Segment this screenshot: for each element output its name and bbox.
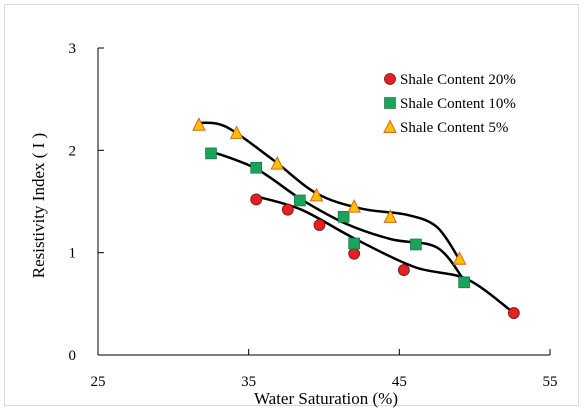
series-1-point-1: [250, 193, 263, 206]
series-1-point-2: [281, 203, 294, 216]
x-tick-label-1: 35: [241, 374, 256, 390]
series-1-point-5: [397, 264, 410, 276]
y-tick-label-3: 3: [69, 41, 77, 57]
trend-line-3: [198, 121, 461, 261]
x-tick-label-0: 25: [91, 374, 106, 390]
series-3-point-2: [229, 125, 244, 139]
series-1-point-4: [348, 247, 361, 260]
series-2-point-7: [458, 276, 470, 289]
y-tick-label-2: 2: [69, 143, 77, 159]
series-2-point-3: [294, 194, 306, 207]
trend-line-2: [210, 150, 466, 282]
legend-marker-1: [384, 73, 396, 85]
legend-marker-3: [383, 119, 397, 133]
series-2-point-2: [250, 161, 262, 174]
legend-label-1: Shale Content 20%: [400, 72, 516, 88]
series-1-point-3: [313, 219, 326, 231]
series-2-point-6: [410, 238, 422, 251]
series-1-point-6: [507, 307, 520, 319]
data-markers: [192, 117, 520, 319]
legend-marker-2: [384, 97, 396, 109]
x-axis-title: Water Saturation (%): [254, 389, 398, 408]
series-3-point-7: [452, 251, 467, 265]
axes: 0 1 2 3 25 35 45 55: [69, 41, 558, 390]
series-3-point-6: [383, 209, 398, 223]
x-tick-label-2: 45: [392, 374, 407, 390]
y-tick-label-1: 1: [69, 246, 77, 262]
series-2-point-5: [348, 237, 360, 250]
legend: Shale Content 20% Shale Content 10% Shale …: [383, 72, 516, 136]
series-3-point-1: [192, 117, 206, 131]
legend-label-2: Shale Content 10%: [400, 96, 516, 112]
series-3-point-5: [347, 198, 361, 213]
x-tick-label-3: 55: [543, 374, 558, 390]
series-3-point-3: [270, 156, 285, 170]
y-axis-title: Resistivity Index ( I ): [29, 133, 48, 278]
series-2-point-1: [205, 147, 217, 160]
legend-label-3: Shale Content 5%: [400, 120, 508, 136]
trend-line-1: [255, 195, 515, 315]
series-2-point-4: [337, 211, 350, 223]
y-tick-label-0: 0: [69, 348, 77, 364]
series-3-point-4: [309, 187, 324, 202]
